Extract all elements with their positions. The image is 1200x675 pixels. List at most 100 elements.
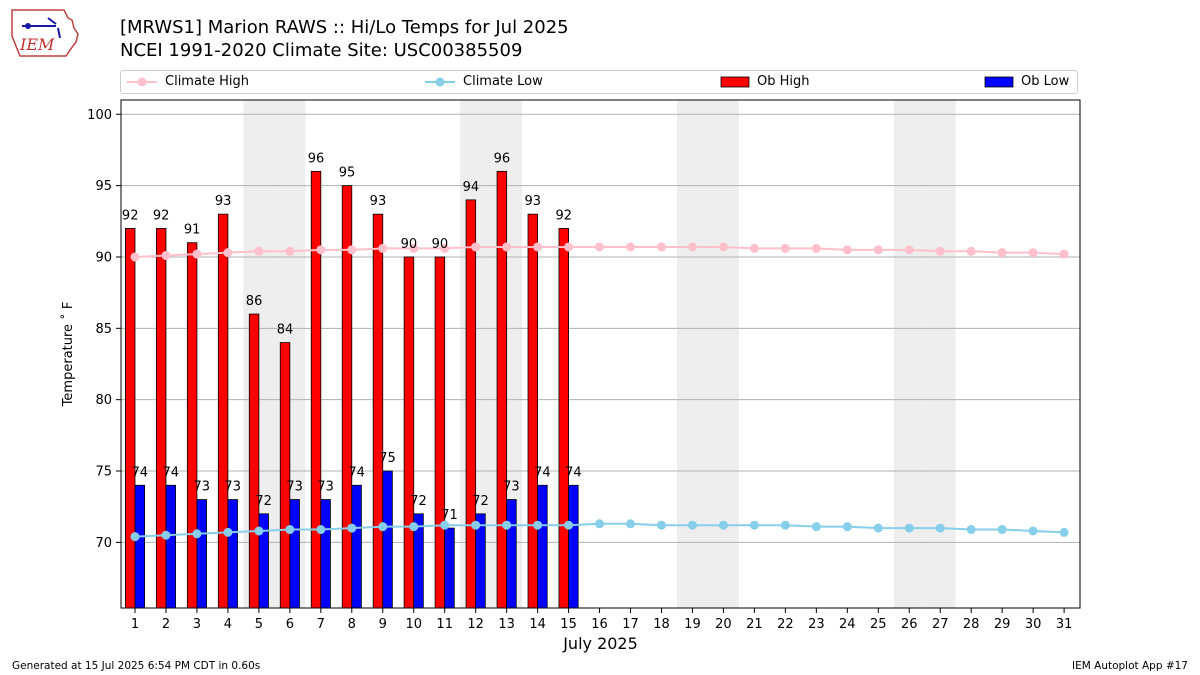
climate-low-point bbox=[687, 520, 697, 530]
x-tick-label: 15 bbox=[560, 617, 577, 632]
y-tick-label: 90 bbox=[95, 250, 112, 265]
climate-high-point bbox=[161, 251, 171, 261]
legend-climate-high: Climate High bbox=[125, 71, 249, 93]
ob-low-bar bbox=[320, 499, 331, 608]
y-tick-label: 75 bbox=[95, 465, 112, 480]
legend-climate-low: Climate Low bbox=[423, 71, 543, 93]
climate-low-point bbox=[471, 520, 481, 530]
footer-app: IEM Autoplot App #17 bbox=[1072, 660, 1188, 672]
climate-high-point bbox=[780, 243, 790, 253]
ob-low-bar bbox=[134, 484, 146, 608]
climate-low-point bbox=[811, 522, 821, 532]
climate-low-point bbox=[254, 526, 264, 536]
chart-subtitle: NCEI 1991-2020 Climate Site: USC00385509 bbox=[120, 40, 523, 61]
ob-high-bar bbox=[248, 313, 260, 608]
ob-low-bar bbox=[537, 484, 548, 608]
plot-frame bbox=[120, 99, 1081, 609]
y-tick-label: 100 bbox=[87, 108, 112, 123]
x-tick-label: 25 bbox=[870, 617, 887, 632]
ob-high-bar bbox=[527, 213, 539, 608]
ob-low-label: 72 bbox=[255, 494, 272, 509]
weekend-shade bbox=[676, 100, 708, 608]
y-tick-label: 95 bbox=[95, 179, 112, 194]
ob-low-bar bbox=[351, 484, 362, 608]
ob-high-bar bbox=[186, 242, 198, 608]
x-tick-label: 4 bbox=[224, 617, 232, 632]
chart-legend: Climate High Climate Low Ob High Ob Low bbox=[120, 70, 1078, 94]
ob-high-label: 91 bbox=[184, 223, 201, 238]
climate-low-point bbox=[656, 520, 666, 530]
x-tick-label: 8 bbox=[348, 617, 356, 632]
climate-high-swatch bbox=[127, 77, 157, 87]
climate-high-point bbox=[471, 242, 481, 252]
x-tick-label: 30 bbox=[1025, 617, 1042, 632]
climate-high-point bbox=[718, 242, 728, 252]
climate-low-point bbox=[1059, 527, 1069, 537]
legend-ob-high: Ob High bbox=[719, 71, 810, 93]
legend-label: Ob Low bbox=[1021, 74, 1070, 89]
ob-low-label: 73 bbox=[286, 480, 303, 495]
climate-low-point bbox=[533, 520, 543, 530]
legend-label: Climate Low bbox=[463, 74, 543, 89]
ob-low-label: 73 bbox=[224, 480, 241, 495]
climate-high-point bbox=[502, 242, 512, 252]
ob-low-label: 73 bbox=[503, 480, 520, 495]
ob-low-label: 74 bbox=[534, 465, 551, 480]
iem-logo: IEM bbox=[11, 9, 79, 57]
climate-low-point bbox=[997, 525, 1007, 535]
ob-high-label: 90 bbox=[432, 237, 449, 252]
climate-low-point bbox=[316, 525, 326, 535]
climate-high-point bbox=[378, 243, 388, 253]
ob-high-bar bbox=[372, 213, 384, 608]
ob-low-label: 75 bbox=[379, 451, 396, 466]
ob-high-label: 95 bbox=[339, 166, 356, 181]
climate-high-point bbox=[966, 246, 976, 256]
climate-high-point bbox=[842, 245, 852, 255]
climate-high-point bbox=[687, 242, 697, 252]
ob-low-bar bbox=[196, 499, 207, 608]
x-tick-label: 12 bbox=[467, 617, 484, 632]
climate-high-point bbox=[533, 242, 543, 252]
climate-low-point bbox=[161, 530, 171, 540]
climate-low-point bbox=[502, 520, 512, 530]
ob-high-bar bbox=[465, 199, 477, 608]
climate-low-swatch bbox=[425, 77, 455, 87]
x-tick-label: 26 bbox=[901, 617, 918, 632]
ob-low-label: 72 bbox=[472, 494, 489, 509]
climate-low-point bbox=[285, 525, 295, 535]
ob-high-bar bbox=[217, 213, 229, 608]
x-tick-label: 27 bbox=[932, 617, 949, 632]
x-tick-label: 24 bbox=[839, 617, 856, 632]
climate-high-point bbox=[254, 246, 264, 256]
climate-low-point bbox=[595, 519, 605, 529]
ob-low-bar bbox=[475, 513, 486, 608]
climate-high-point bbox=[223, 248, 233, 258]
bar-group bbox=[125, 170, 579, 608]
climate-low-point bbox=[1028, 526, 1038, 536]
x-tick-label: 17 bbox=[622, 617, 639, 632]
weekend-shade bbox=[707, 100, 739, 608]
ob-low-bar bbox=[289, 499, 300, 608]
y-tick-label: 85 bbox=[95, 322, 112, 337]
x-tick-label: 10 bbox=[405, 617, 422, 632]
ob-low-bar bbox=[258, 513, 269, 608]
ob-low-label: 74 bbox=[162, 465, 179, 480]
ob-low-label: 73 bbox=[193, 480, 210, 495]
ob-high-bar bbox=[155, 228, 167, 608]
y-tick-label: 80 bbox=[95, 393, 112, 408]
x-tick-label: 14 bbox=[529, 617, 546, 632]
climate-high-point bbox=[130, 252, 140, 262]
climate-low-point bbox=[347, 523, 357, 533]
ob-low-bar bbox=[444, 527, 455, 608]
y-tick-label: 70 bbox=[95, 536, 112, 551]
ob-low-label: 74 bbox=[348, 465, 365, 480]
ob-low-bar bbox=[413, 513, 424, 608]
ob-low-label: 74 bbox=[565, 465, 582, 480]
ob-high-label: 96 bbox=[494, 151, 511, 166]
ob-low-label: 71 bbox=[441, 508, 458, 523]
x-tick-label: 6 bbox=[286, 617, 294, 632]
climate-low-point bbox=[409, 522, 419, 532]
y-axis-label: Temperature ˚ F bbox=[60, 302, 76, 408]
climate-high-point bbox=[316, 245, 326, 255]
svg-text:IEM: IEM bbox=[19, 35, 55, 54]
